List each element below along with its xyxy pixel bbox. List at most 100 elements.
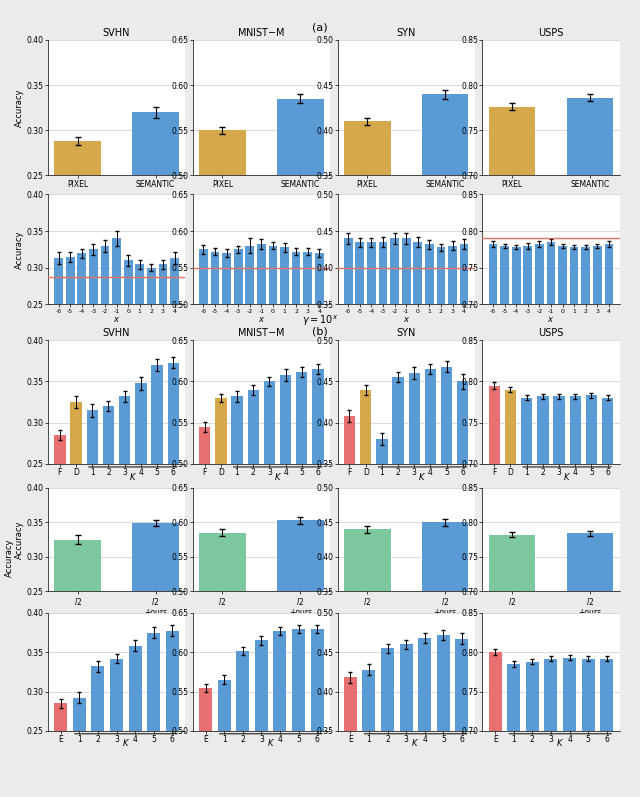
Bar bbox=[199, 130, 246, 627]
Bar bbox=[110, 658, 123, 797]
Bar bbox=[570, 247, 579, 797]
Bar bbox=[129, 646, 141, 797]
Bar bbox=[488, 107, 536, 797]
Bar bbox=[312, 369, 324, 797]
Bar bbox=[367, 242, 376, 561]
Bar bbox=[269, 245, 277, 671]
Bar bbox=[566, 98, 613, 797]
Bar bbox=[236, 650, 249, 797]
Title: USPS: USPS bbox=[538, 28, 564, 37]
Bar bbox=[547, 242, 556, 797]
Bar bbox=[119, 396, 131, 669]
Bar bbox=[54, 540, 101, 764]
Bar bbox=[218, 680, 230, 797]
Bar bbox=[586, 395, 597, 797]
Bar bbox=[521, 398, 532, 797]
X-axis label: $x$: $x$ bbox=[258, 315, 265, 324]
Title: MNIST$-$M: MNIST$-$M bbox=[237, 26, 285, 37]
Bar bbox=[273, 631, 287, 797]
Bar bbox=[456, 639, 468, 797]
Bar bbox=[232, 396, 243, 797]
Bar bbox=[422, 94, 468, 492]
Bar bbox=[135, 383, 147, 669]
Bar bbox=[92, 666, 104, 797]
Bar bbox=[292, 629, 305, 797]
Y-axis label: Accuracy: Accuracy bbox=[15, 230, 24, 269]
Bar bbox=[488, 386, 500, 797]
Bar bbox=[488, 652, 502, 797]
Bar bbox=[124, 261, 132, 488]
Bar bbox=[159, 264, 167, 488]
Bar bbox=[277, 520, 324, 797]
Bar bbox=[296, 371, 307, 797]
Y-axis label: Accuracy: Accuracy bbox=[15, 520, 24, 559]
Bar bbox=[344, 121, 390, 492]
Bar bbox=[199, 249, 208, 671]
Bar bbox=[54, 141, 101, 401]
Bar bbox=[132, 523, 179, 764]
Y-axis label: Accuracy: Accuracy bbox=[15, 88, 24, 127]
Bar bbox=[537, 396, 548, 797]
Bar bbox=[292, 252, 301, 671]
Bar bbox=[526, 662, 539, 797]
Bar bbox=[234, 249, 243, 671]
Bar bbox=[303, 252, 312, 671]
Bar bbox=[112, 238, 121, 488]
Bar bbox=[437, 635, 450, 797]
Text: $K$: $K$ bbox=[273, 471, 282, 481]
Bar bbox=[582, 658, 595, 797]
Text: $K$: $K$ bbox=[563, 471, 571, 481]
Bar bbox=[593, 245, 602, 797]
Bar bbox=[166, 631, 179, 797]
Bar bbox=[413, 242, 422, 561]
Bar bbox=[66, 257, 74, 488]
Text: $K$: $K$ bbox=[129, 471, 137, 481]
Title: SVHN: SVHN bbox=[103, 328, 131, 338]
Bar bbox=[460, 245, 468, 561]
Bar bbox=[390, 238, 399, 561]
Text: $\gamma = 10^x$: $\gamma = 10^x$ bbox=[302, 314, 338, 328]
Bar bbox=[602, 398, 613, 797]
Text: $K$: $K$ bbox=[122, 737, 130, 748]
Bar bbox=[524, 245, 532, 797]
Bar bbox=[54, 258, 63, 488]
Bar bbox=[422, 522, 468, 797]
Bar bbox=[255, 641, 268, 797]
Bar bbox=[248, 390, 259, 797]
Bar bbox=[199, 532, 246, 797]
Bar bbox=[54, 703, 67, 797]
Bar bbox=[362, 669, 376, 797]
Bar bbox=[264, 382, 275, 797]
Bar bbox=[448, 245, 457, 561]
Bar bbox=[344, 529, 390, 797]
Bar bbox=[136, 264, 144, 488]
Title: SVHN: SVHN bbox=[103, 28, 131, 37]
Bar bbox=[70, 402, 82, 669]
Bar bbox=[457, 382, 468, 752]
Bar bbox=[222, 253, 231, 671]
X-axis label: $x$: $x$ bbox=[113, 315, 120, 324]
Bar bbox=[441, 367, 452, 752]
Bar bbox=[376, 439, 388, 752]
Bar bbox=[402, 238, 410, 561]
Bar bbox=[581, 247, 590, 797]
Bar bbox=[566, 533, 613, 797]
Bar bbox=[419, 638, 431, 797]
Bar bbox=[168, 363, 179, 669]
Text: $K$: $K$ bbox=[267, 737, 275, 748]
Bar bbox=[408, 373, 420, 752]
Bar bbox=[425, 369, 436, 752]
Bar bbox=[147, 268, 156, 488]
Bar bbox=[379, 242, 387, 561]
Text: (b): (b) bbox=[312, 327, 328, 337]
Bar bbox=[488, 245, 497, 797]
Bar bbox=[535, 245, 544, 797]
Bar bbox=[170, 258, 179, 488]
Title: MNIST$-$M: MNIST$-$M bbox=[237, 326, 285, 338]
Bar bbox=[563, 658, 576, 797]
Bar bbox=[355, 242, 364, 561]
Bar bbox=[147, 633, 160, 797]
Bar bbox=[73, 698, 86, 797]
Bar bbox=[211, 252, 220, 671]
Bar bbox=[344, 416, 355, 752]
